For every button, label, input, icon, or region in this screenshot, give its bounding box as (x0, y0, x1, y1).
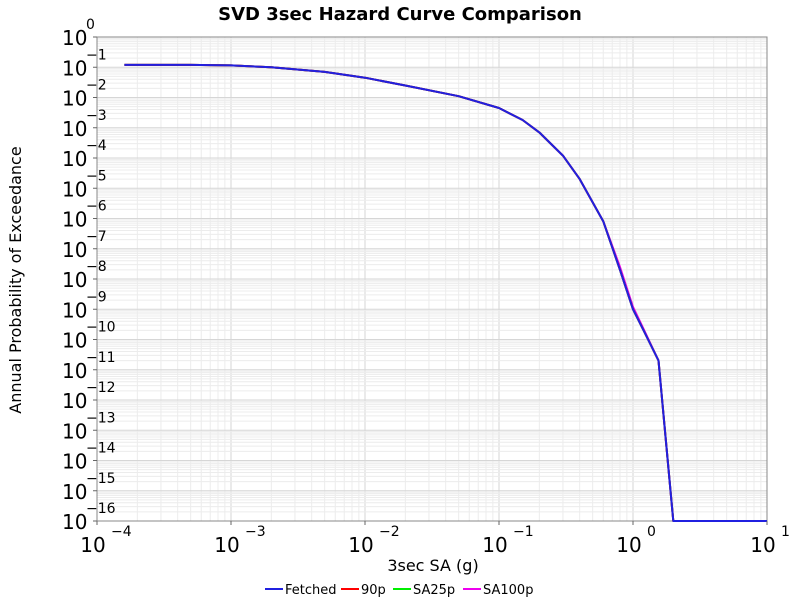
legend-item-fetched: Fetched (265, 583, 337, 598)
y-tick-base: 10 (62, 450, 87, 474)
y-tick-exponent: −10 (86, 320, 116, 336)
y-tick-base: 10 (62, 26, 87, 50)
y-tick-exponent: −12 (86, 380, 116, 396)
y-tick-exponent: −7 (86, 229, 107, 245)
x-tick-label: 10 −3 (214, 524, 265, 557)
y-tick-exponent: −16 (86, 501, 116, 517)
y-tick-label: 10−4 (62, 138, 107, 171)
y-axis-ticks: 10010−110−210−310−410−510−610−710−810−91… (62, 17, 116, 534)
y-tick-label: 10−9 (62, 289, 107, 322)
y-tick-exponent: −6 (86, 199, 107, 215)
x-tick-base: 10 (348, 533, 373, 557)
y-tick-base: 10 (62, 117, 87, 141)
y-tick-base: 10 (62, 208, 87, 232)
y-tick-exponent: −11 (86, 350, 116, 366)
x-tick-label: 10 −4 (80, 524, 131, 557)
y-tick-exponent: 0 (86, 17, 95, 33)
x-tick-base: 10 (80, 533, 105, 557)
x-tick-label: 10 0 (616, 524, 656, 557)
y-tick-base: 10 (62, 359, 87, 383)
y-tick-label: 10−7 (62, 229, 107, 262)
y-tick-label: 10−16 (62, 501, 116, 534)
legend-item-sa100p: SA100p (463, 583, 533, 598)
x-axis-label: 3sec SA (g) (387, 556, 478, 575)
y-tick-base: 10 (62, 298, 87, 322)
y-tick-base: 10 (62, 147, 87, 171)
x-tick-base: 10 (750, 533, 775, 557)
x-tick-label: 10 −1 (482, 524, 533, 557)
x-tick-exponent: 1 (781, 524, 790, 540)
x-tick-exponent: −2 (379, 524, 400, 540)
y-tick-exponent: −13 (86, 410, 116, 426)
grid-lines (96, 37, 767, 522)
chart-title: SVD 3sec Hazard Curve Comparison (218, 4, 582, 25)
x-tick-exponent: 0 (647, 524, 656, 540)
y-tick-label: 10−5 (62, 168, 107, 201)
y-tick-exponent: −9 (86, 289, 107, 305)
y-tick-base: 10 (62, 177, 87, 201)
series-line-fetched (124, 63, 767, 522)
y-tick-base: 10 (62, 268, 87, 292)
y-tick-label: 10−14 (62, 441, 116, 474)
y-tick-label: 10−1 (62, 47, 107, 80)
legend: Fetched 90p SA25p SA100p (265, 583, 533, 598)
y-tick-exponent: −2 (86, 78, 107, 94)
legend-item-sa25p: SA25p (393, 583, 455, 598)
y-tick-exponent: −3 (86, 108, 107, 124)
y-tick-base: 10 (62, 510, 87, 534)
x-axis-ticks: 10 −4 10 −3 10 −2 10 −1 10 0 10 1 (80, 521, 790, 557)
y-tick-exponent: −14 (86, 441, 116, 457)
x-tick-exponent: −4 (111, 524, 132, 540)
x-tick-exponent: −1 (513, 524, 534, 540)
y-tick-base: 10 (62, 389, 87, 413)
y-tick-base: 10 (62, 419, 87, 443)
y-tick-base: 10 (62, 238, 87, 262)
y-tick-label: 10−10 (62, 320, 116, 353)
series-layer (124, 63, 767, 522)
legend-label: SA100p (483, 583, 533, 598)
y-axis-label: Annual Probability of Exceedance (6, 146, 25, 413)
x-tick-label: 10 −2 (348, 524, 399, 557)
y-tick-base: 10 (62, 480, 87, 504)
y-tick-label: 10−13 (62, 410, 116, 443)
x-tick-base: 10 (214, 533, 239, 557)
y-tick-label: 10−12 (62, 380, 116, 413)
y-tick-label: 10−3 (62, 108, 107, 141)
y-tick-base: 10 (62, 329, 87, 353)
legend-label: 90p (361, 583, 386, 598)
y-tick-base: 10 (62, 87, 87, 111)
y-tick-exponent: −15 (86, 471, 116, 487)
x-tick-base: 10 (482, 533, 507, 557)
y-tick-base: 10 (62, 56, 87, 80)
y-tick-exponent: −5 (86, 168, 107, 184)
y-tick-label: 10−15 (62, 471, 116, 504)
y-tick-label: 10−6 (62, 199, 107, 232)
y-tick-exponent: −4 (86, 138, 107, 154)
y-tick-exponent: −8 (86, 259, 107, 275)
y-tick-label: 10−8 (62, 259, 107, 292)
x-tick-exponent: −3 (245, 524, 266, 540)
x-tick-base: 10 (616, 533, 641, 557)
y-tick-label: 10−2 (62, 78, 107, 111)
legend-item-90p: 90p (341, 583, 386, 598)
y-tick-exponent: −1 (86, 47, 107, 63)
x-tick-label: 10 1 (750, 524, 790, 557)
legend-label: SA25p (413, 583, 455, 598)
legend-label: Fetched (285, 583, 337, 598)
y-tick-label: 10−11 (62, 350, 116, 383)
y-tick-label: 100 (62, 17, 95, 50)
